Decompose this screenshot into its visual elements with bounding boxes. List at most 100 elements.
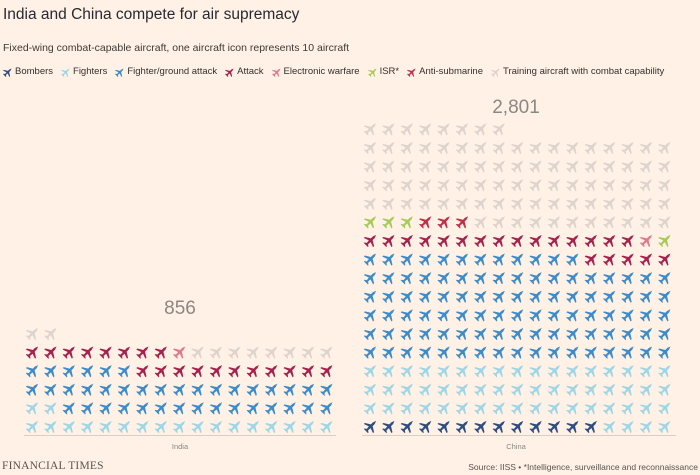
plane-icon (547, 253, 561, 266)
plane-icon (584, 179, 597, 192)
plane-icon (455, 234, 469, 248)
plane-icon (474, 123, 487, 136)
ft-logo: FINANCIAL TIMES (2, 460, 104, 472)
plane-icon (584, 346, 597, 359)
legend-label: Anti-submarine (419, 66, 483, 77)
plane-icon (566, 309, 579, 322)
plane-icon (603, 179, 616, 192)
plane-icon (400, 160, 413, 173)
plane-icon (382, 365, 395, 378)
plane-icon (639, 216, 653, 229)
plane-icon (584, 290, 597, 303)
legend-item-bombers: Bombers (3, 66, 53, 77)
plane-icon (455, 179, 469, 192)
plane-icon (382, 383, 395, 396)
plane-icon (621, 234, 634, 248)
plane-icon (511, 365, 524, 378)
plane-icon (474, 197, 487, 210)
plane-icon (191, 346, 204, 359)
plane-icon (474, 420, 487, 434)
plane-icon (566, 402, 579, 415)
plane-icon (400, 197, 413, 210)
plane-icon (603, 383, 616, 396)
plane-icon (265, 402, 278, 415)
plane-icon (209, 383, 223, 396)
legend-label: Fighters (73, 66, 108, 77)
plane-icon (81, 420, 94, 434)
plane-icon (547, 309, 561, 322)
plane-icon (437, 309, 450, 322)
plane-icon (511, 420, 524, 434)
plane-icon (136, 383, 149, 396)
plane-icon (25, 383, 39, 396)
plane-icon (437, 141, 450, 155)
plane-icon (584, 420, 597, 434)
plane-icon (474, 402, 487, 415)
plane-icon (584, 197, 597, 210)
plane-icon (547, 402, 561, 415)
plane-icon (437, 272, 450, 285)
plane-icon (584, 234, 597, 248)
plane-icon (382, 197, 395, 210)
plane-icon (529, 420, 542, 434)
plane-icon (191, 365, 204, 378)
plane-icon (621, 402, 634, 415)
plane-icon (320, 365, 333, 378)
plane-icon (81, 402, 94, 415)
plane-icon (621, 253, 634, 266)
plane-icon (603, 420, 616, 434)
plane-icon (566, 327, 579, 341)
plane-icon (99, 346, 112, 359)
plane-icon (400, 179, 413, 192)
plane-icon (566, 160, 579, 173)
plane-icon (363, 160, 377, 173)
plane-icon (283, 383, 296, 396)
plane-icon (382, 346, 395, 359)
plane-icon (474, 383, 487, 396)
plane-icon (225, 67, 234, 77)
india-total-label: 856 (164, 298, 196, 319)
plane-icon (191, 383, 204, 396)
plane-icon (400, 402, 413, 415)
plane-icon (44, 383, 57, 396)
plane-icon (25, 402, 39, 415)
plane-icon (62, 346, 75, 359)
legend-label: Electronic warfare (283, 66, 360, 77)
plane-icon (81, 346, 94, 359)
plane-icon (400, 253, 413, 266)
plane-icon (301, 365, 315, 378)
plane-icon (492, 179, 505, 192)
plane-icon (209, 365, 223, 378)
plane-icon (621, 327, 634, 341)
plane-icon (382, 179, 395, 192)
plane-icon (44, 420, 57, 434)
plane-icon (492, 216, 505, 229)
plane-icon (419, 197, 432, 210)
plane-icon (455, 420, 469, 434)
plane-icon (117, 420, 131, 434)
plane-icon (455, 402, 469, 415)
plane-icon (115, 67, 124, 77)
plane-icon (363, 123, 377, 136)
icon-layer (25, 123, 671, 434)
plane-icon (566, 290, 579, 303)
plane-icon (639, 309, 653, 322)
plane-icon (117, 365, 131, 378)
plane-icon (529, 234, 542, 248)
plane-icon (603, 365, 616, 378)
plane-icon (400, 290, 413, 303)
plane-icon (419, 253, 432, 266)
plane-icon (419, 216, 432, 229)
plane-icon (511, 327, 524, 341)
plane-icon (547, 197, 561, 210)
plane-icon (474, 160, 487, 173)
plane-icon (566, 197, 579, 210)
plane-icon (621, 272, 634, 285)
plane-icon (566, 216, 579, 229)
plane-icon (437, 253, 450, 266)
plane-icon (363, 141, 377, 155)
plane-icon (603, 290, 616, 303)
plane-icon (265, 383, 278, 396)
plane-icon (658, 141, 671, 155)
plane-icon (492, 346, 505, 359)
